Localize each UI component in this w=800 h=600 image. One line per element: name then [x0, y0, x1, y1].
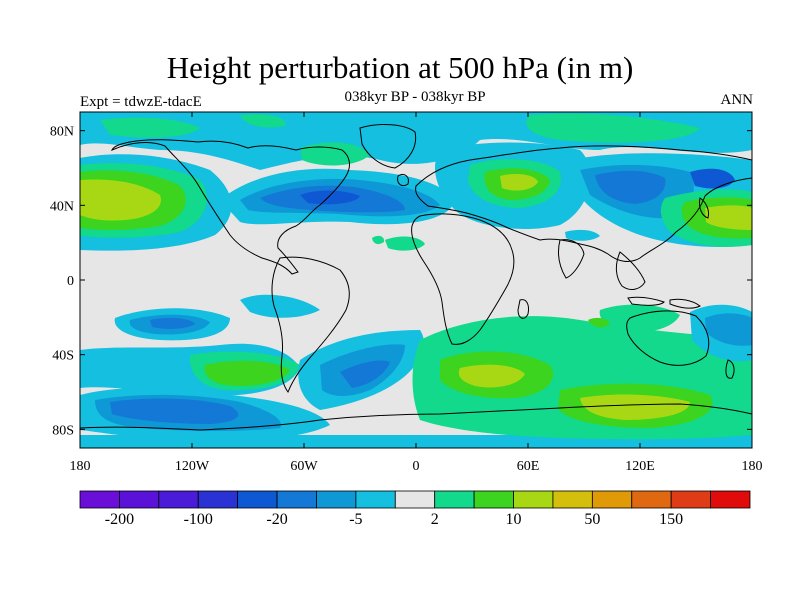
experiment-label: Expt = tdwzE-tdacE	[80, 94, 202, 110]
colorbar-swatch	[631, 490, 672, 509]
contour-light-blue	[240, 294, 320, 318]
lat-tick-label: 0	[67, 274, 74, 289]
coast-eurasia	[415, 145, 752, 262]
colorbar-swatch	[394, 490, 436, 509]
lon-tick-label: 120E	[625, 459, 655, 474]
coast-india	[557, 239, 585, 279]
contour-yellow-green	[500, 174, 538, 191]
lon-tick-label: 120W	[175, 459, 210, 474]
lon-tick-label: 180	[70, 459, 91, 474]
contour-dark-blue	[690, 168, 735, 189]
colorbar-swatch	[355, 490, 396, 509]
contour-light-green	[526, 113, 700, 143]
colorbar-swatch	[473, 490, 514, 509]
coast-new-zealand	[725, 359, 735, 379]
coast-indonesia	[627, 296, 701, 309]
coast-australia	[626, 310, 710, 366]
contour-green	[588, 317, 610, 328]
colorbar-swatch	[158, 490, 199, 509]
contour-blue	[340, 360, 390, 388]
figure-title: Height perturbation at 500 hPa (in m)	[166, 50, 634, 85]
axis-ticks: 80N 40N 0 40S 80S 180 120W 60W 0 60E 120E 180	[50, 112, 763, 474]
coast-british-isles	[397, 173, 409, 187]
colorbar-swatch	[591, 490, 633, 509]
contour-blue	[150, 317, 195, 329]
lon-tick-label: 60E	[517, 459, 540, 474]
contour-light-green	[100, 117, 200, 138]
colorbar-swatch	[276, 490, 317, 509]
contour-field	[80, 112, 752, 448]
colorbar-label: -200	[105, 511, 134, 528]
lat-tick-label: 80N	[50, 125, 74, 140]
contour-light-green	[300, 142, 370, 166]
lat-tick-label: 80S	[52, 423, 74, 438]
colorbar-swatch	[316, 490, 357, 509]
colorbar-swatch	[197, 490, 239, 509]
contour-yellow-green	[80, 179, 161, 221]
colorbar-label: -100	[184, 511, 213, 528]
contour-light-green	[385, 236, 425, 251]
colorbar-label: 2	[431, 511, 439, 528]
contour-mid-blue	[705, 313, 752, 346]
colorbar-label: 10	[506, 511, 522, 528]
lon-tick-label: 0	[413, 459, 420, 474]
colorbar-swatch	[237, 490, 278, 509]
lon-tick-label: 180	[742, 459, 763, 474]
coast-japan	[699, 197, 709, 219]
contour-yellow-green	[458, 364, 525, 388]
season-label: ANN	[720, 92, 754, 108]
coast-antarctica	[80, 403, 752, 431]
colorbar-label: 50	[584, 511, 600, 528]
coast-greenland	[359, 124, 417, 169]
contour-dark-blue	[300, 190, 360, 205]
coast-south-america	[271, 256, 350, 394]
contour-light-green	[240, 114, 286, 128]
colorbar-label: -20	[266, 511, 287, 528]
colorbar-swatch	[513, 490, 554, 509]
coast-southeast-asia	[615, 251, 646, 290]
coast-madagascar	[517, 299, 529, 319]
contour-blue	[595, 170, 666, 204]
colorbar-swatch	[552, 490, 593, 509]
contour-blue	[110, 398, 239, 424]
lat-tick-label: 40N	[50, 199, 74, 214]
contour-light-green	[372, 235, 385, 245]
contour-light-blue	[565, 229, 600, 241]
colorbar-label: 150	[659, 511, 683, 528]
colorbar-swatch	[79, 490, 120, 509]
coast-north-america	[110, 139, 350, 275]
colorbar: -200 -100 -20 -5 2 10 50 150	[79, 490, 751, 528]
lat-tick-label: 40S	[52, 349, 74, 364]
coast-africa	[411, 213, 515, 345]
colorbar-swatch	[670, 490, 711, 509]
colorbar-label: -5	[349, 511, 362, 528]
coastlines	[80, 124, 752, 431]
lon-tick-label: 60W	[290, 459, 318, 474]
colorbar-swatch	[434, 490, 475, 509]
contour-yellow-green	[580, 394, 690, 420]
contour-green	[204, 360, 290, 386]
contour-yellow-green	[705, 205, 752, 230]
figure-subtitle: 038kyr BP - 038kyr BP	[344, 89, 486, 105]
colorbar-swatch	[710, 490, 751, 509]
colorbar-swatch	[119, 490, 160, 509]
